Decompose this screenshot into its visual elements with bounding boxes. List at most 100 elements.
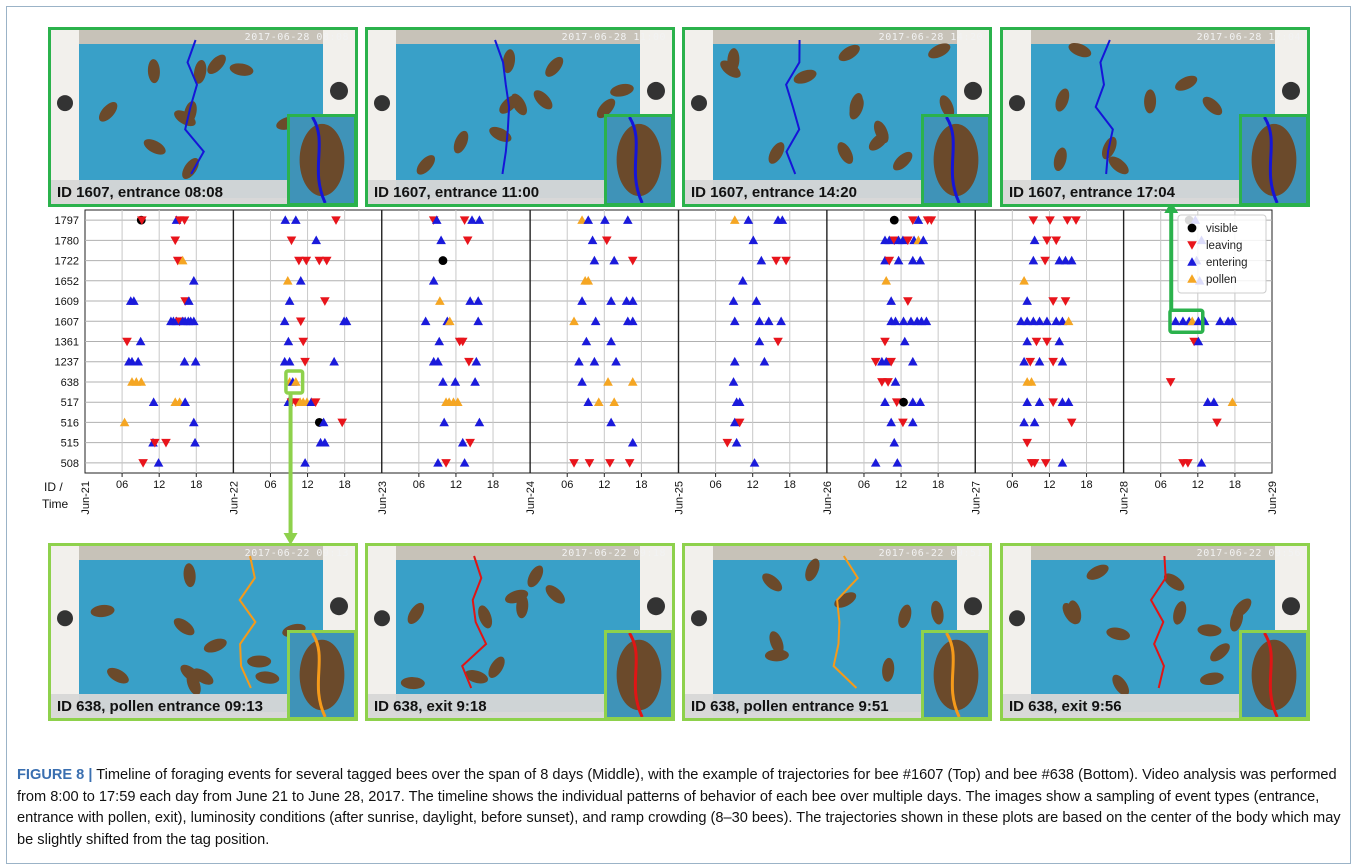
- legend-label: entering: [1206, 257, 1248, 269]
- event-marker-entering: [890, 316, 901, 326]
- event-marker-entering: [420, 316, 431, 326]
- legend-label: pollen: [1206, 274, 1237, 286]
- event-marker-entering: [190, 437, 200, 447]
- ramp-surface: [713, 44, 957, 198]
- event-marker-leaving: [1048, 357, 1058, 367]
- ramp-left-wall: [51, 30, 79, 204]
- trajectory-track: [311, 117, 327, 203]
- event-marker-entering: [470, 377, 480, 386]
- event-marker-entering: [737, 276, 748, 285]
- bee-shape: [183, 563, 196, 588]
- event-marker-entering: [581, 336, 592, 346]
- event-marker-entering: [1028, 316, 1039, 326]
- bee-shape: [1210, 643, 1230, 662]
- event-marker-pollen: [609, 397, 620, 406]
- ramp-left-wall: [1003, 30, 1031, 204]
- event-marker-entering: [474, 417, 485, 427]
- event-marker-pollen: [583, 276, 594, 285]
- event-marker-entering: [908, 417, 918, 427]
- event-marker-leaving: [286, 236, 297, 246]
- event-marker-leaving: [584, 459, 595, 468]
- event-marker-leaving: [883, 378, 893, 387]
- event-marker-leaving: [170, 236, 181, 246]
- ramp-surface: [1031, 44, 1275, 198]
- y-tick-label: 1609: [55, 296, 79, 308]
- event-marker-visible: [899, 397, 908, 407]
- bee-shape: [255, 671, 280, 684]
- event-marker-entering: [1196, 458, 1207, 467]
- event-marker-leaving: [926, 216, 937, 225]
- screw-icon: [57, 95, 73, 112]
- event-marker-leaving: [294, 256, 304, 266]
- ramp-top-rail: [368, 30, 672, 44]
- ramp-surface: [713, 560, 957, 712]
- inset-zoom-image: [924, 117, 988, 203]
- bee-shape: [1251, 123, 1297, 197]
- y-tick-label: 1361: [55, 337, 79, 349]
- event-marker-leaving: [773, 337, 783, 347]
- event-marker-leaving: [627, 256, 638, 266]
- legend: visible leaving entering pollen: [1177, 214, 1267, 294]
- event-marker-pollen: [593, 397, 604, 406]
- event-marker-entering: [1215, 316, 1225, 326]
- x-hour-label: 06: [264, 479, 276, 491]
- bottom-panel-2: 2017-06-22 09:18 ID 638, exit 9:18: [365, 543, 675, 721]
- event-marker-entering: [763, 316, 774, 326]
- event-marker-entering: [609, 255, 620, 265]
- event-markers: [119, 215, 1238, 468]
- legend-label: visible: [1206, 223, 1238, 235]
- event-marker-entering: [892, 458, 903, 467]
- event-marker-entering: [127, 356, 137, 366]
- event-marker-entering: [898, 316, 909, 326]
- timestamp: 2017-06-28 08:08: [244, 32, 349, 43]
- bee-shape: [933, 639, 979, 711]
- bee-shape: [1106, 627, 1130, 641]
- event-marker-entering: [729, 316, 740, 326]
- event-marker-entering: [915, 397, 926, 406]
- bee-shape: [180, 664, 201, 683]
- screw-icon: [1282, 597, 1300, 616]
- event-marker-entering: [881, 356, 892, 366]
- bee-shape: [1173, 601, 1187, 625]
- event-marker-entering: [893, 255, 904, 265]
- event-marker-entering: [1057, 316, 1068, 326]
- event-marker-leaving: [1031, 337, 1042, 347]
- event-marker-pollen: [136, 377, 147, 386]
- trajectory-track: [1263, 633, 1279, 717]
- event-marker-leaving: [886, 357, 896, 367]
- ramp-surface: [1031, 560, 1275, 712]
- event-marker-entering: [189, 316, 199, 326]
- event-marker-leaving: [161, 438, 171, 448]
- caption-bar: [685, 694, 921, 718]
- bee-shape: [489, 126, 512, 142]
- foraging-timeline-chart: 1797 1780 1722 1652 1609 1607 1361 1237 638 517 51…: [42, 205, 1279, 545]
- event-marker-entering: [915, 255, 926, 265]
- event-marker-leaving: [298, 337, 309, 347]
- caption-bar: [368, 180, 604, 204]
- x-date-label: Jun-26: [822, 481, 834, 515]
- event-marker-entering: [473, 296, 483, 305]
- event-marker-leaving: [1165, 378, 1176, 387]
- caption-bar: [1003, 180, 1239, 204]
- bee-shape: [1163, 573, 1185, 591]
- event-marker-entering: [777, 215, 788, 224]
- timestamp: 2017-06-22 09:51: [878, 548, 983, 559]
- caption-bar: [51, 694, 287, 718]
- bee-shape: [873, 120, 889, 144]
- event-marker-pollen: [1063, 316, 1074, 326]
- bee-shape: [1202, 96, 1223, 116]
- event-marker-entering: [1202, 397, 1213, 406]
- event-marker-entering: [606, 296, 616, 305]
- highlight-box: [284, 369, 305, 395]
- ramp-left-wall: [685, 546, 713, 718]
- event-marker-leaving: [908, 216, 918, 225]
- event-marker-entering: [1193, 316, 1204, 326]
- event-marker-entering: [438, 377, 448, 386]
- event-marker-entering: [756, 255, 767, 265]
- event-marker-entering: [611, 356, 621, 366]
- event-marker-leaving: [605, 459, 615, 468]
- caption-bar: [51, 180, 287, 204]
- panel-caption: ID 638, exit 9:56: [1009, 698, 1122, 715]
- event-marker-entering: [133, 356, 143, 366]
- event-marker-leaving: [179, 216, 190, 225]
